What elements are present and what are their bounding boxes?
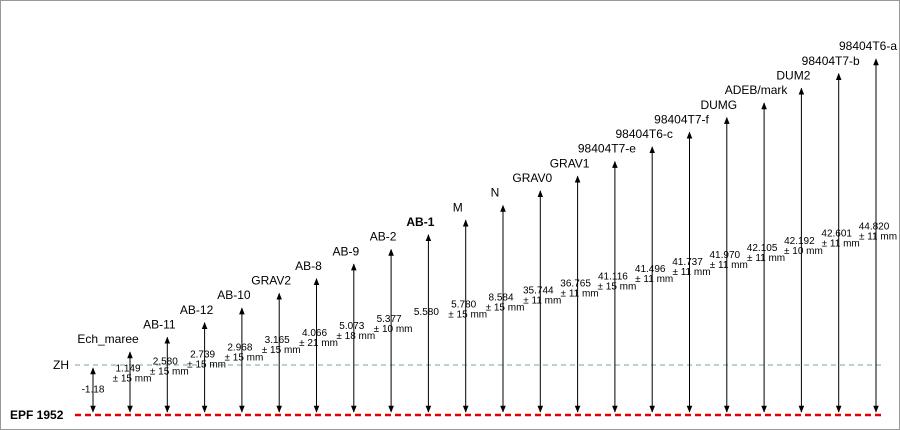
point-label: AB-12 <box>180 303 214 317</box>
point-label: GRAV2 <box>251 274 291 288</box>
point-value: 2.968 <box>227 342 252 353</box>
point-value: 4.066 <box>302 328 327 339</box>
point-uncertainty: ± 21 mm <box>299 338 338 349</box>
point-label: AB-11 <box>143 318 176 332</box>
point-uncertainty: ± 11 mm <box>747 253 785 264</box>
point-label: AB-9 <box>332 244 359 258</box>
point-value: 8.584 <box>488 293 513 304</box>
point-value: 5.073 <box>339 321 364 332</box>
point-value: 44.820 <box>859 222 890 233</box>
point-value: 42.601 <box>821 229 852 240</box>
point-label: 98404T6-a <box>839 39 897 53</box>
point-value: 41.116 <box>598 271 628 282</box>
point-label: DUM2 <box>776 68 810 82</box>
point-uncertainty: ± 15 mm <box>224 352 263 363</box>
point-uncertainty: ± 11 mm <box>672 267 710 278</box>
point-value: 5.377 <box>377 314 402 325</box>
zh-label: ZH <box>53 358 69 372</box>
point-label: AB-2 <box>370 230 397 244</box>
point-label: Ech_maree <box>77 332 139 346</box>
point-uncertainty: ± 11 mm <box>561 288 599 299</box>
point-uncertainty: ± 11 mm <box>859 232 897 243</box>
point-uncertainty: ± 15 mm <box>187 359 226 370</box>
reference-label: EPF 1952 <box>10 408 64 422</box>
point-uncertainty: ± 11 mm <box>822 239 860 250</box>
point-uncertainty: ± 15 mm <box>150 367 189 378</box>
point-value: 1.149 <box>115 364 140 375</box>
point-label: M <box>453 200 463 214</box>
zh-value: -1.18 <box>82 385 105 396</box>
point-value: 5.780 <box>451 300 476 311</box>
point-value: 5.580 <box>414 307 439 318</box>
point-value: 2.580 <box>153 357 178 368</box>
point-uncertainty: ± 11 mm <box>635 274 673 285</box>
point-value: 2.739 <box>190 349 215 360</box>
point-label: 98404T7-b <box>802 54 860 68</box>
point-value: 41.737 <box>672 257 703 268</box>
point-label: 98404T7-f <box>654 112 709 126</box>
point-label: GRAV1 <box>550 156 590 170</box>
point-uncertainty: ± 15 mm <box>262 345 301 356</box>
point-uncertainty: ± 18 mm <box>336 331 375 342</box>
point-uncertainty: ± 10 mm <box>374 324 413 335</box>
point-label: N <box>491 186 500 200</box>
point-label: AB-8 <box>295 259 322 273</box>
point-value: 42.105 <box>747 243 778 254</box>
point-label: AB-1 <box>406 215 434 229</box>
point-uncertainty: ± 15 mm <box>113 374 152 385</box>
point-label: ADEB/mark <box>725 83 789 97</box>
point-uncertainty: ± 11 mm <box>523 296 561 307</box>
point-value: 3.165 <box>265 335 290 346</box>
point-uncertainty: ± 11 mm <box>710 260 748 271</box>
point-uncertainty: ± 10 mm <box>784 246 823 257</box>
point-uncertainty: ± 15 mm <box>597 281 636 292</box>
point-label: 98404T7-e <box>578 142 636 156</box>
point-value: 41.970 <box>710 250 741 261</box>
point-label: DUMG <box>700 98 737 112</box>
point-value: 41.496 <box>635 264 666 275</box>
point-value: 42.192 <box>784 236 815 247</box>
point-label: GRAV0 <box>512 171 552 185</box>
point-uncertainty: ± 15 mm <box>448 310 487 321</box>
point-value: 35.744 <box>523 286 554 297</box>
point-value: 36.765 <box>560 278 591 289</box>
point-label: AB-10 <box>217 288 251 302</box>
point-uncertainty: ± 15 mm <box>486 303 525 314</box>
point-label: 98404T6-c <box>616 127 673 141</box>
